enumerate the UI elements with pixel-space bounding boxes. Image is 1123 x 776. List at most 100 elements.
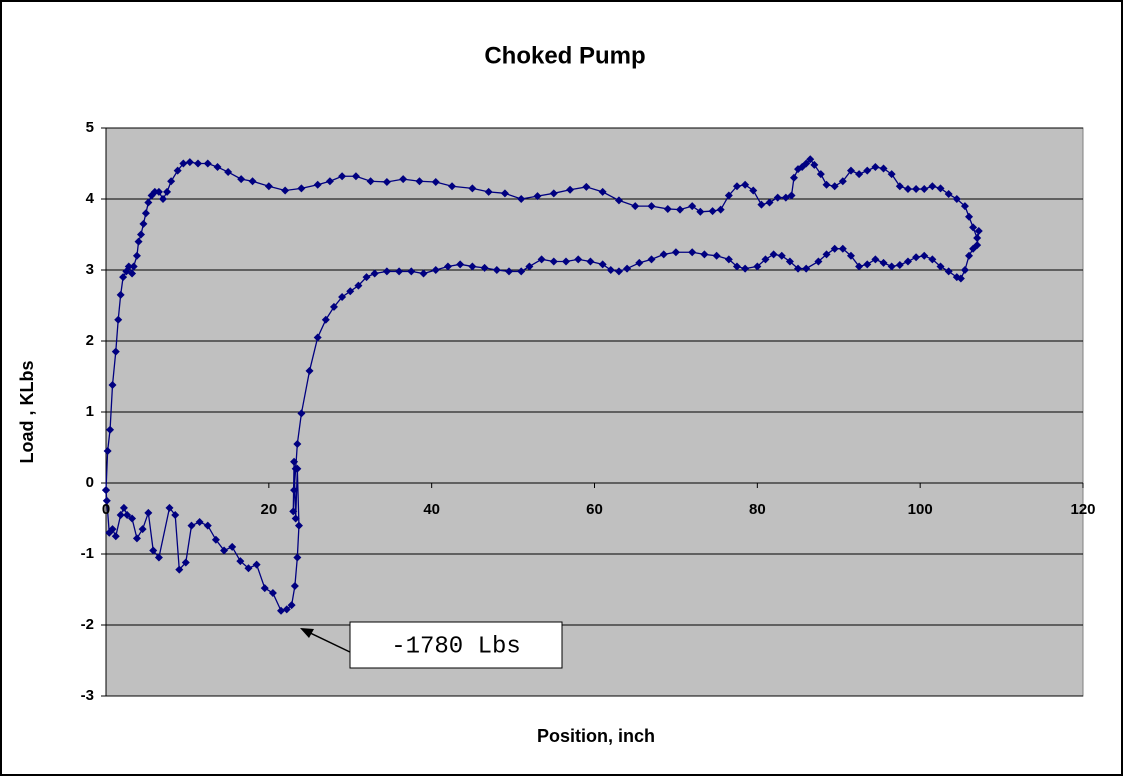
data-point [313,333,322,342]
y-tick-label: 2 [86,332,94,349]
data-point [395,267,404,276]
data-point [960,266,969,274]
data-point [203,159,212,168]
data-point [124,262,133,271]
y-tick-label: 4 [86,190,95,207]
data-point [154,187,163,196]
data-point [505,267,514,276]
data-point [370,269,379,278]
data-point [228,542,237,551]
data-point [291,514,300,523]
data-point [871,255,880,264]
data-point [468,262,477,271]
data-point [293,553,302,562]
data-point [185,158,194,167]
data-point [647,202,656,211]
data-point [586,257,595,266]
data-point [816,170,825,179]
data-point [549,189,558,198]
data-point [903,185,912,194]
data-point [533,192,542,201]
data-point [944,267,953,276]
data-point [887,262,896,271]
data-point [749,186,758,195]
data-point [928,255,937,264]
data-point [708,207,717,216]
data-point [252,560,261,569]
data-point [785,257,794,266]
data-point [264,182,273,191]
data-point [614,196,623,205]
data-point [195,518,204,527]
data-point [134,237,143,246]
data-point [415,177,424,186]
data-point [116,510,125,519]
data-point [732,262,741,271]
x-tick-label: 100 [908,501,933,518]
annotation-arrowhead [300,628,314,638]
data-point [111,347,120,356]
data-point [794,264,803,273]
data-point [289,507,298,516]
data-point [129,262,138,271]
data-point [431,177,440,186]
data-point [855,170,864,179]
data-point [293,464,302,473]
data-point [419,269,428,278]
data-point [213,163,222,172]
data-point [382,177,391,186]
data-point [290,457,299,466]
marks [102,155,983,615]
data-point [700,250,709,259]
data-point [920,251,929,260]
data-point [631,202,640,211]
data-point [724,255,733,264]
data-point [114,315,123,324]
data-point [614,267,623,276]
data-point [248,177,257,186]
data-point [830,244,839,253]
data-point [765,198,774,207]
annotation: -1780 Lbs [391,633,521,660]
data-point [431,266,440,274]
data-point [724,191,733,200]
data-point [236,557,245,566]
data-point [761,255,770,264]
data-point [171,510,180,519]
data-point [220,546,229,555]
data-point [108,381,117,390]
data-point [871,163,880,172]
data-point [562,257,571,266]
data-point [294,521,303,530]
data-point [277,606,286,615]
data-point [732,182,741,191]
data-point [181,558,190,567]
data-point [158,195,167,203]
data-point [598,187,607,196]
data-point [290,581,299,590]
y-axis-label: Load , KLbs [17,361,37,464]
data-point [537,255,546,264]
data-point [313,180,322,189]
data-point [814,257,823,266]
data-point [287,601,296,610]
data-point [123,510,132,519]
data-point [753,262,762,271]
data-point [974,226,983,235]
data-point [116,290,125,299]
data-point [111,532,120,541]
data-point [187,521,196,530]
data-point [806,155,815,164]
data-point [928,182,937,191]
data-point [688,248,697,257]
data-point [456,260,465,269]
data-point [468,184,477,193]
x-tick-label: 120 [1070,501,1095,518]
data-point [144,508,153,517]
data-point [773,193,782,202]
data-point [879,164,888,173]
data-point [969,223,978,232]
data-point [903,257,912,266]
data-point [351,172,360,181]
data-point [132,251,141,260]
